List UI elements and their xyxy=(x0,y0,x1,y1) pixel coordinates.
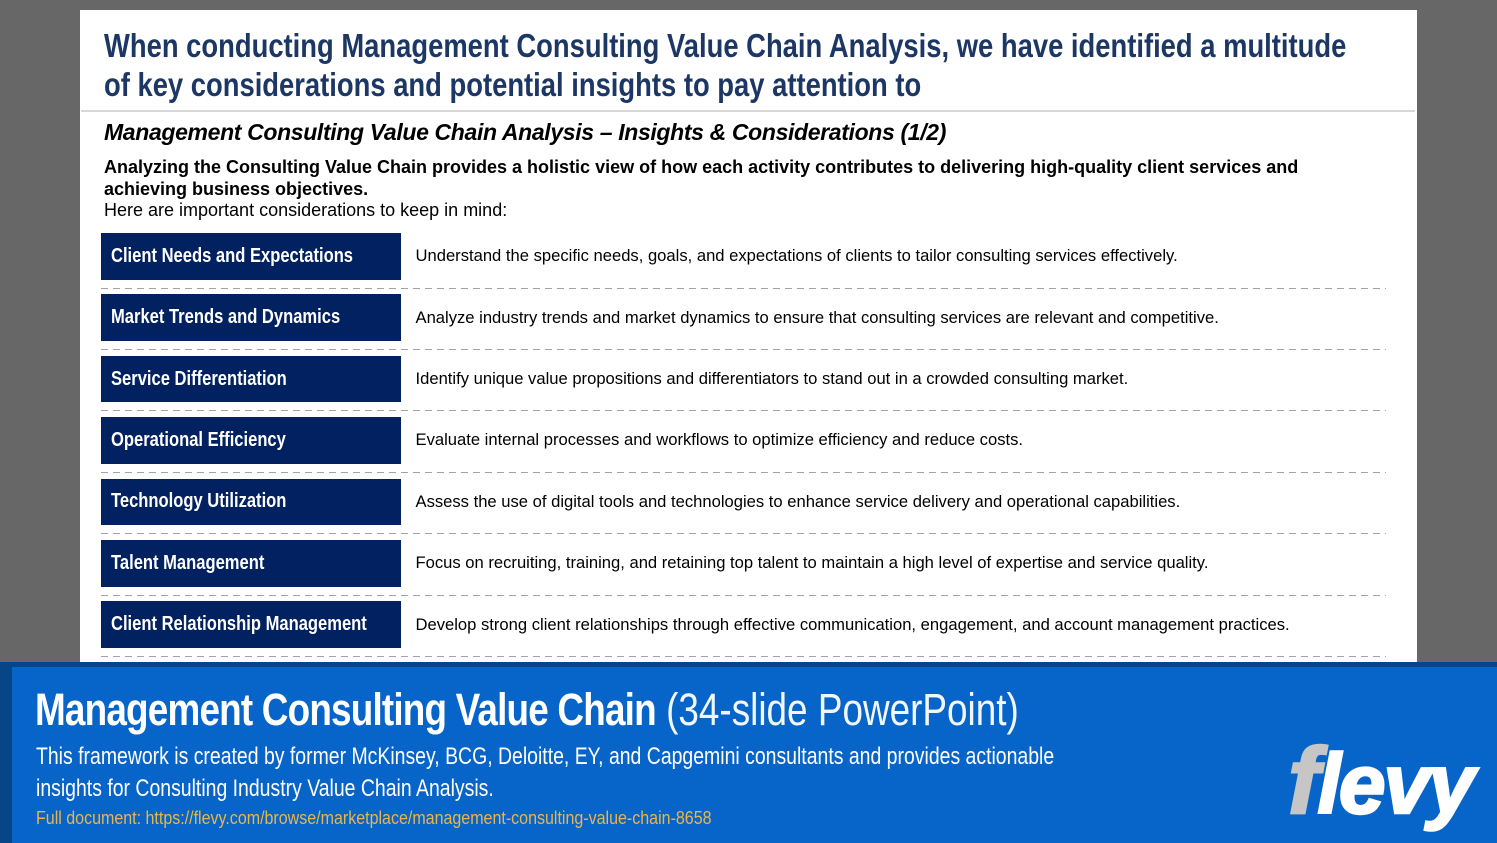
consideration-label: Service Differentiation xyxy=(100,355,401,403)
intro-paragraph: Analyzing the Consulting Value Chain pro… xyxy=(104,156,1299,199)
consideration-description: Assess the use of digital tools and tech… xyxy=(415,491,1181,511)
dotted-separator xyxy=(100,655,1386,657)
consideration-label-text: Service Differentiation xyxy=(110,367,287,390)
consideration-label-text: Technology Utilization xyxy=(110,490,286,513)
consideration-label: Client Relationship Management xyxy=(100,601,401,648)
consideration-label-text: Client Relationship Management xyxy=(110,613,367,636)
consideration-row: Talent Management Focus on recruiting, tr… xyxy=(100,540,1386,601)
banner-description: This framework is created by former McKi… xyxy=(36,742,1055,803)
consideration-label: Talent Management xyxy=(100,540,401,587)
consideration-row: Technology Utilization Assess the use of … xyxy=(100,478,1386,540)
consideration-description: Develop strong client relationships thro… xyxy=(415,614,1290,634)
banner-title-suffix: (34-slide PowerPoint) xyxy=(655,683,1019,735)
flevy-logo: flevy xyxy=(1287,732,1476,829)
consideration-description: Understand the specific needs, goals, an… xyxy=(415,246,1178,266)
intro-note: Here are important considerations to kee… xyxy=(104,199,508,220)
dotted-separator xyxy=(100,533,1386,535)
consideration-description: Focus on recruiting, training, and retai… xyxy=(415,553,1209,573)
consideration-label-text: Client Needs and Expectations xyxy=(110,244,353,267)
consideration-label-text: Market Trends and Dynamics xyxy=(110,306,340,329)
promo-banner: Management Consulting Value Chain (34-sl… xyxy=(11,666,1497,843)
flevy-logo-levy: levy xyxy=(1316,736,1476,831)
consideration-label-text: Talent Management xyxy=(110,551,264,574)
dotted-separator xyxy=(100,471,1386,473)
consideration-description: Analyze industry trends and market dynam… xyxy=(415,307,1219,327)
dotted-separator xyxy=(100,348,1386,350)
consideration-label: Operational Efficiency xyxy=(100,417,401,464)
dotted-separator xyxy=(100,410,1386,412)
title-separator-line xyxy=(81,109,1415,112)
consideration-row: Operational Efficiency Evaluate internal … xyxy=(100,417,1386,478)
consideration-label: Client Needs and Expectations xyxy=(100,233,401,280)
consideration-row: Service Differentiation Identify unique v… xyxy=(100,355,1386,417)
consideration-row: Market Trends and Dynamics Analyze indust… xyxy=(100,294,1386,355)
considerations-table: Client Needs and Expectations Understand … xyxy=(80,10,1417,843)
dotted-separator xyxy=(100,594,1386,596)
banner-document-link[interactable]: Full document: https://flevy.com/browse/… xyxy=(36,807,712,828)
consideration-description: Identify unique value propositions and d… xyxy=(415,369,1129,389)
flevy-logo-f: f xyxy=(1287,727,1321,833)
banner-title: Management Consulting Value Chain (34-sl… xyxy=(35,687,1019,732)
consideration-label: Market Trends and Dynamics xyxy=(100,294,401,341)
consideration-label: Technology Utilization xyxy=(100,478,401,526)
consideration-label-text: Operational Efficiency xyxy=(110,428,286,451)
consideration-row: Client Relationship Management Develop st… xyxy=(100,601,1386,662)
dotted-separator xyxy=(100,287,1386,289)
consideration-row: Client Needs and Expectations Understand … xyxy=(100,233,1386,294)
consideration-description: Evaluate internal processes and workflow… xyxy=(415,430,1024,450)
slide-title: When conducting Management Consulting Va… xyxy=(104,26,1347,104)
banner-title-main: Management Consulting Value Chain xyxy=(35,683,657,735)
slide-subtitle: Management Consulting Value Chain Analys… xyxy=(104,118,947,145)
